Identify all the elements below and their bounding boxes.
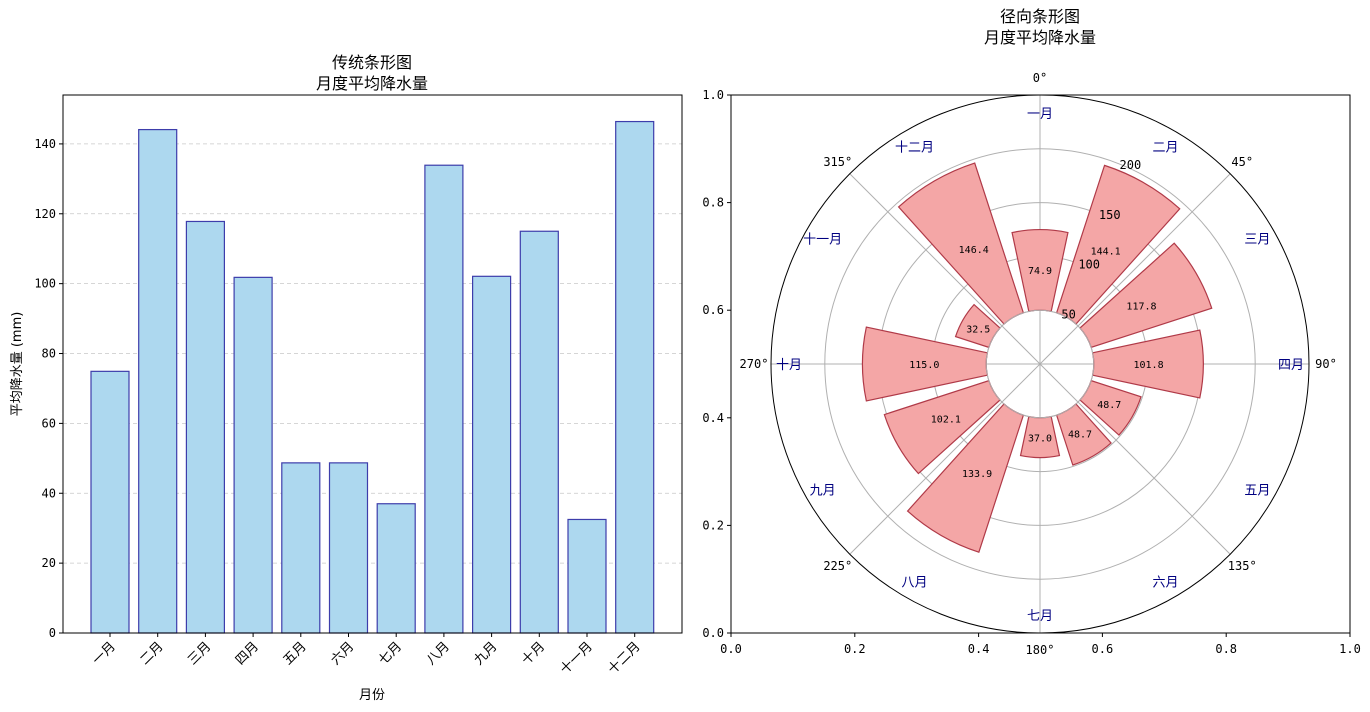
x-tick-label: 六月 <box>328 639 357 668</box>
x-tick-label: 一月 <box>90 639 119 668</box>
radial-bar-value-label: 74.9 <box>1028 266 1052 277</box>
frame-y-tick-label: 0.4 <box>702 411 724 425</box>
angle-tick-label: 45° <box>1231 155 1253 169</box>
radial-category-label: 九月 <box>810 484 836 499</box>
radial-category-label: 八月 <box>901 575 927 590</box>
x-tick-label: 九月 <box>471 639 500 668</box>
frame-x-tick-label: 0.2 <box>844 642 866 656</box>
frame-x-tick-label: 0.6 <box>1092 642 1114 656</box>
y-tick-label: 20 <box>42 556 56 570</box>
radial-category-label: 四月 <box>1278 358 1304 373</box>
radial-category-label: 十一月 <box>803 233 842 248</box>
polar-spoke-inner <box>1039 363 1078 402</box>
angle-tick-label: 315° <box>823 155 852 169</box>
radial-category-label: 五月 <box>1244 484 1270 499</box>
y-tick-label: 80 <box>42 347 56 361</box>
bar-chart-title-line1: 传统条形图 <box>332 53 412 72</box>
radial-category-label: 二月 <box>1152 141 1178 156</box>
x-tick-label: 八月 <box>424 639 453 668</box>
radial-bar-value-label: 117.8 <box>1126 301 1156 312</box>
x-tick-label: 三月 <box>185 639 214 668</box>
y-tick-label: 0 <box>49 626 56 640</box>
y-tick-label: 120 <box>34 207 56 221</box>
angle-tick-label: 90° <box>1315 357 1337 371</box>
y-tick-label: 140 <box>34 137 56 151</box>
frame-x-tick-label: 1.0 <box>1339 642 1361 656</box>
bar-chart-frame <box>62 94 683 634</box>
angle-tick-label: 270° <box>740 357 769 371</box>
radial-tick-label: 150 <box>1099 208 1121 222</box>
radial-bar-value-label: 144.1 <box>1091 246 1121 257</box>
frame-y-tick-label: 0.8 <box>702 196 724 210</box>
radial-chart-title-line1: 径向条形图 <box>1000 7 1080 26</box>
radial-tick-label: 50 <box>1061 307 1075 321</box>
x-tick-label: 四月 <box>233 639 262 668</box>
bar <box>567 518 607 634</box>
y-tick-label: 60 <box>42 416 56 430</box>
polar-outer-ring <box>770 94 1310 634</box>
radial-bar-value-label: 102.1 <box>931 414 961 425</box>
bar-chart-title-line2: 月度平均降水量 <box>316 74 428 93</box>
frame-y-tick-label: 0.0 <box>702 626 724 640</box>
radial-bar-value-label: 133.9 <box>962 469 992 480</box>
angle-tick-label: 0° <box>1033 71 1047 85</box>
radial-category-label: 十二月 <box>895 141 934 156</box>
polar-spoke-inner <box>1002 363 1041 402</box>
frame-y-tick-label: 0.6 <box>702 303 724 317</box>
polar-ring <box>824 148 1256 580</box>
radial-bar-chart: 径向条形图 月度平均降水量 0.0 0.2 0.4 0.6 0.8 1.0 0.0 0.2 0… <box>702 7 1361 657</box>
radial-bar-value-label: 115.0 <box>909 360 939 371</box>
y-tick-label: 100 <box>34 277 56 291</box>
bar-chart-xlabel: 月份 <box>359 688 385 703</box>
bar <box>615 120 655 634</box>
bar <box>376 503 416 634</box>
radial-bar-value-label: 48.7 <box>1097 400 1121 411</box>
frame-x-tick-label: 0.4 <box>968 642 990 656</box>
angle-tick-label: 225° <box>823 559 852 573</box>
polar-inner-ring <box>985 309 1095 419</box>
bar <box>138 128 178 634</box>
radial-category-label: 十月 <box>776 358 802 373</box>
angle-tick-label: 135° <box>1228 559 1257 573</box>
x-tick-label: 十一月 <box>558 639 596 677</box>
frame-x-tick-label: 0.0 <box>720 642 742 656</box>
x-tick-label: 十二月 <box>605 639 643 677</box>
bar <box>424 164 464 634</box>
frame-x-tick-label: 0.8 <box>1215 642 1237 656</box>
bar-chart: 传统条形图 月度平均降水量 0 20 40 60 80 100 120 140 一月 二月 三月四… <box>10 53 683 703</box>
bar <box>519 230 559 634</box>
bar <box>233 276 273 634</box>
x-tick-label: 十月 <box>519 639 548 668</box>
radial-chart-title-line2: 月度平均降水量 <box>984 28 1096 47</box>
angle-tick-label: 180° <box>1026 643 1055 657</box>
bar <box>328 462 369 634</box>
frame-y-tick-label: 1.0 <box>702 88 724 102</box>
bar <box>185 220 225 634</box>
x-tick-label: 二月 <box>138 639 167 668</box>
radial-bar-value-label: 32.5 <box>966 324 990 335</box>
x-tick-label: 七月 <box>376 639 405 668</box>
radial-bar-value-label: 146.4 <box>959 245 989 256</box>
polar-spoke-inner <box>1002 326 1041 365</box>
bar <box>90 370 130 634</box>
bar <box>472 275 512 634</box>
radial-category-label: 七月 <box>1027 609 1053 624</box>
y-tick-label: 40 <box>42 486 56 500</box>
radial-bar-value-label: 101.8 <box>1134 360 1164 371</box>
radial-tick-label: 200 <box>1120 158 1142 172</box>
radial-category-label: 一月 <box>1027 107 1053 122</box>
radial-tick-label: 100 <box>1078 258 1100 272</box>
radial-bar-value-label: 37.0 <box>1028 434 1052 445</box>
bar <box>281 462 321 634</box>
x-tick-label: 五月 <box>281 639 310 668</box>
radial-category-label: 三月 <box>1244 233 1270 248</box>
frame-y-tick-label: 0.2 <box>702 518 724 532</box>
radial-category-label: 六月 <box>1152 575 1178 590</box>
polar-spoke-inner <box>1039 326 1078 365</box>
bar-chart-ylabel: 平均降水量 (mm) <box>10 312 25 417</box>
radial-bar-value-label: 48.7 <box>1068 429 1092 440</box>
